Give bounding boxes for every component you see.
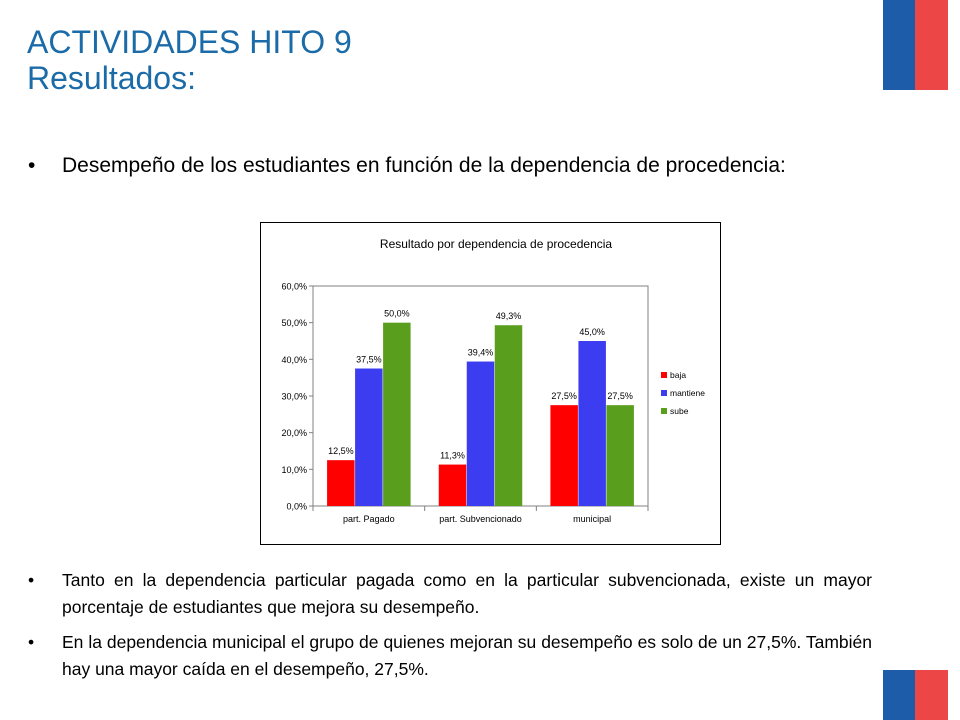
bar-mantiene — [578, 341, 606, 506]
bar-sube — [606, 405, 634, 506]
bar-chart: Resultado por dependencia de procedencia… — [260, 222, 721, 545]
bar-sube — [494, 325, 523, 506]
bullet-dot: • — [28, 154, 36, 177]
legend-swatch — [661, 408, 667, 414]
bar-sube — [383, 322, 411, 506]
data-label: 37,5% — [356, 355, 382, 365]
data-label: 50,0% — [384, 309, 410, 319]
x-tick-label: municipal — [573, 514, 611, 524]
data-label: 39,4% — [468, 348, 494, 358]
slide-title: ACTIVIDADES HITO 9 — [27, 24, 352, 60]
flag-decoration-top — [883, 0, 948, 90]
y-tick-label: 30,0% — [281, 392, 307, 402]
bar-mantiene — [466, 361, 495, 506]
data-label: 27,5% — [607, 391, 633, 401]
bullet-item: • Desempeño de los estudiantes en funció… — [28, 150, 872, 181]
slide-subtitle: Resultados: — [27, 60, 196, 96]
legend-label: sube — [670, 406, 689, 416]
legend-swatch — [661, 372, 667, 378]
flag-red-stripe — [915, 0, 948, 90]
data-label: 45,0% — [579, 327, 605, 337]
legend-label: baja — [670, 370, 686, 380]
y-tick-label: 20,0% — [281, 428, 307, 438]
data-label: 12,5% — [328, 446, 354, 456]
data-label: 49,3% — [496, 311, 522, 321]
bullet-item: • Tanto en la dependencia particular pag… — [28, 567, 872, 621]
slide-title-block: ACTIVIDADES HITO 9 Resultados: — [27, 24, 352, 96]
bar-baja — [438, 464, 467, 506]
flag-red-stripe — [915, 670, 948, 720]
y-tick-label: 0,0% — [286, 502, 307, 512]
bar-baja — [327, 460, 355, 506]
x-tick-label: part. Subvencionado — [439, 514, 522, 524]
bar-mantiene — [355, 368, 383, 506]
y-tick-label: 10,0% — [281, 465, 307, 475]
bullet-text: Desempeño de los estudiantes en función … — [62, 154, 786, 177]
bullet-item: • En la dependencia municipal el grupo d… — [28, 629, 872, 683]
bullet-text: En la dependencia municipal el grupo de … — [62, 632, 872, 679]
x-tick-label: part. Pagado — [343, 514, 395, 524]
legend-label: mantiene — [670, 388, 705, 398]
legend-swatch — [661, 390, 667, 396]
data-label: 27,5% — [551, 391, 577, 401]
y-tick-label: 40,0% — [281, 355, 307, 365]
bullet-dot: • — [28, 632, 35, 652]
y-tick-label: 50,0% — [281, 318, 307, 328]
flag-blue-stripe — [883, 0, 915, 90]
flag-blue-stripe — [883, 670, 915, 720]
flag-decoration-bottom — [883, 670, 948, 720]
bullet-dot: • — [28, 570, 35, 590]
chart-title: Resultado por dependencia de procedencia — [380, 237, 612, 251]
bullet-text: Tanto en la dependencia particular pagad… — [62, 570, 872, 617]
data-label: 11,3% — [440, 451, 465, 461]
y-tick-label: 60,0% — [281, 282, 307, 292]
bar-baja — [550, 405, 578, 506]
chart-canvas: Resultado por dependencia de procedencia… — [281, 237, 705, 524]
